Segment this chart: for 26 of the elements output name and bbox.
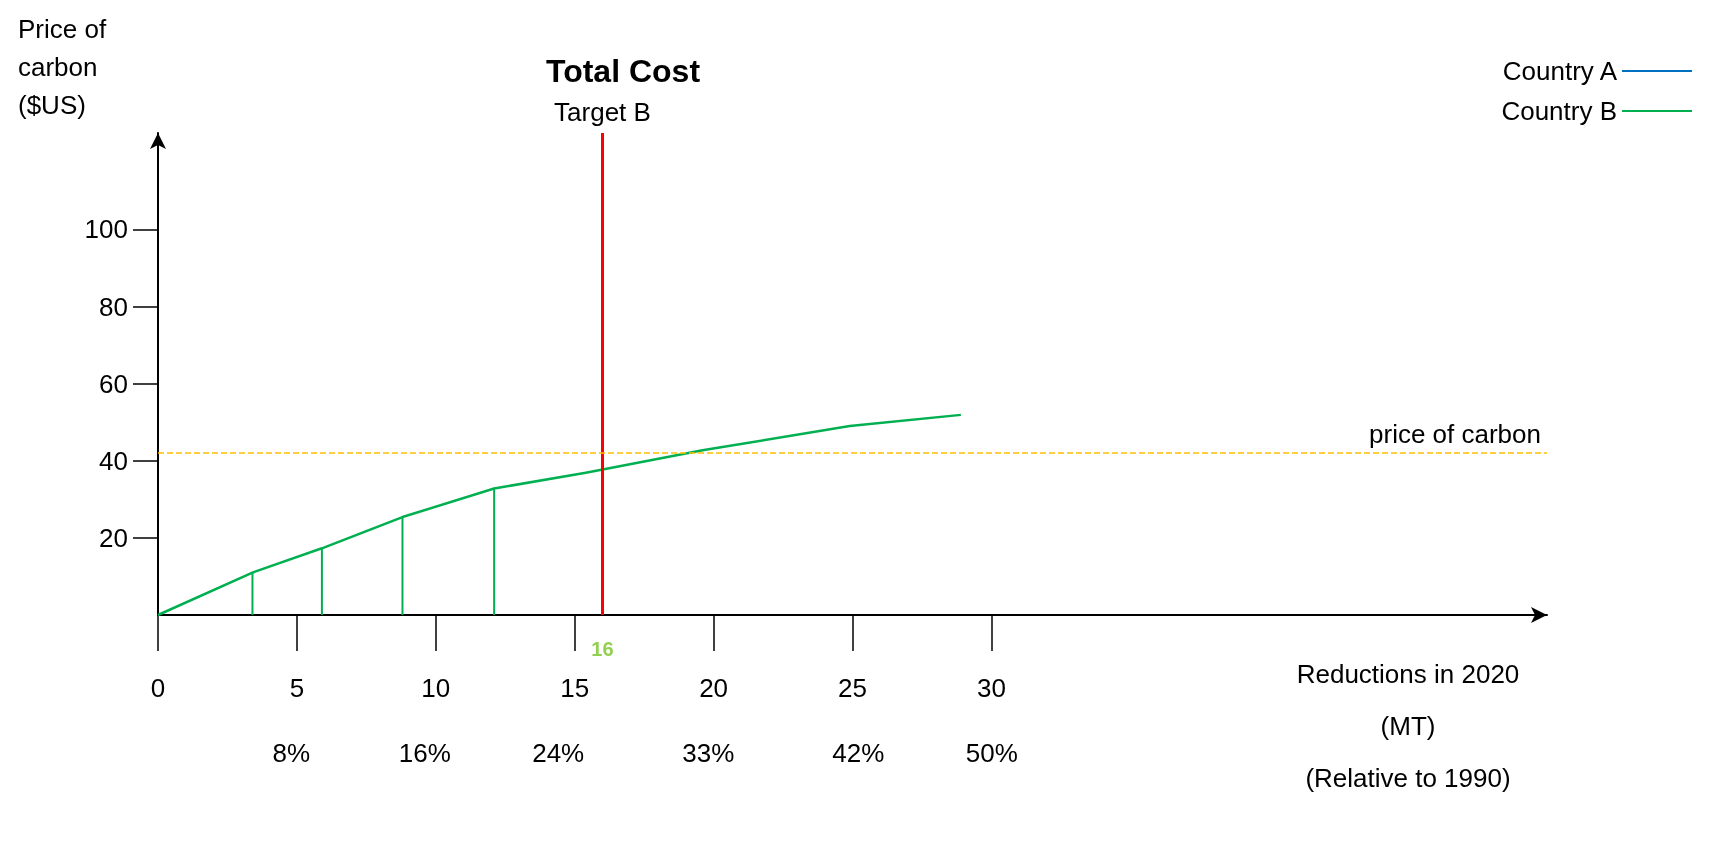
legend-label: Country A (1502, 56, 1618, 86)
x2-tick-label: 50% (965, 738, 1018, 768)
x2-tick-label: 24% (532, 738, 585, 768)
x-tick-label: 25 (838, 673, 867, 703)
ref-line-label: Target B (554, 97, 651, 127)
x-tick-label: 10 (421, 673, 451, 703)
legend-label: Country B (1501, 96, 1617, 126)
y-tick-label: 60 (99, 368, 128, 399)
ref-line-label: price of carbon (1369, 419, 1541, 450)
x-axis-title: Reductions in 2020 (MT) (Relative to 1990) (1296, 659, 1520, 793)
x2-tick-label: 33% (682, 738, 735, 768)
annotation: 16 (591, 638, 614, 660)
x-tick-label: 15 (560, 673, 590, 703)
y-tick-label: 20 (99, 522, 128, 553)
y-tick-label: 80 (99, 291, 128, 322)
x-tick-label: 30 (976, 673, 1006, 703)
y-tick-label: 40 (99, 445, 128, 476)
x2-tick-label: 42% (832, 738, 885, 768)
y-tick-label: 100 (84, 214, 128, 245)
x2-tick-label: 8% (272, 738, 311, 768)
x-tick-label: 20 (699, 673, 729, 703)
x2-tick-label: 16% (398, 738, 451, 768)
y-axis-title: Price of carbon ($US) (18, 14, 107, 120)
x-tick-label: 0 (150, 673, 166, 703)
x-tick-label: 5 (289, 673, 305, 703)
chart-title: Total Cost (545, 53, 701, 89)
